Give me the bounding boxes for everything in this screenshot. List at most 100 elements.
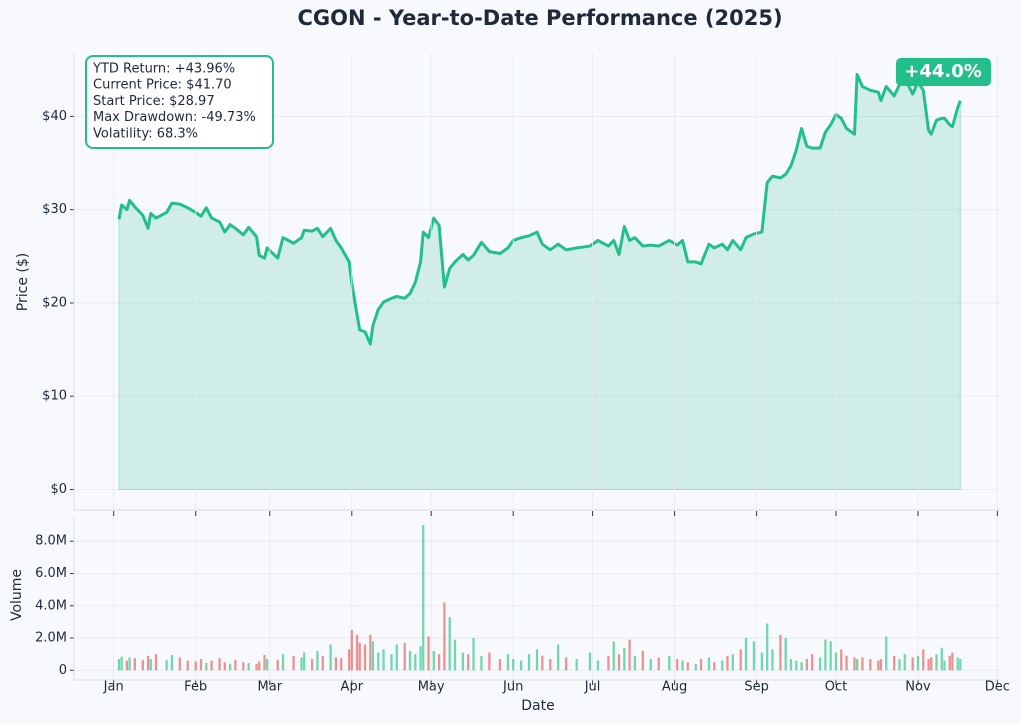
volume-bar: [210, 660, 213, 671]
y-axis-label: Volume: [9, 569, 25, 621]
volume-bar: [281, 654, 285, 671]
volume-bar: [408, 650, 412, 671]
volume-bar: [877, 660, 880, 671]
x-tick-label: Jul: [584, 680, 601, 695]
x-tick-label: Apr: [341, 680, 364, 695]
chart-title: CGON - Year-to-Date Performance (2025): [297, 6, 782, 30]
volume-bar: [731, 654, 734, 671]
volume-bar: [242, 662, 245, 671]
volume-bar: [633, 655, 637, 671]
price-panel: $0 $10 $20 $30 $40: [42, 53, 1000, 511]
volume-bar: [956, 657, 959, 671]
volume-bar: [789, 659, 793, 671]
volume-bar: [234, 659, 237, 671]
volume-bar: [369, 634, 372, 671]
volume-bar: [935, 654, 938, 671]
volume-bar: [766, 623, 769, 671]
volume-bar: [358, 642, 361, 671]
volume-bar: [422, 525, 425, 671]
volume-bar: [811, 654, 814, 671]
volume-bar: [893, 655, 896, 671]
volume-bar: [310, 659, 314, 671]
volume-bar: [940, 647, 943, 671]
volume-bar: [321, 655, 324, 671]
volume-bar: [861, 657, 864, 671]
volume-bar: [488, 652, 491, 671]
volume-bar: [395, 644, 398, 671]
volume-bar: [120, 656, 123, 671]
y-axis-label: Price ($): [15, 253, 31, 311]
volume-bar: [800, 662, 803, 671]
badge: +44.0%: [904, 61, 982, 82]
volume-bar: [549, 659, 552, 671]
volume-bar: [726, 655, 729, 671]
volume-bar: [681, 660, 684, 671]
volume-bar: [845, 655, 848, 671]
y-tick-label: $10: [42, 389, 67, 404]
volume-bar: [334, 657, 338, 671]
volume-bar: [205, 663, 208, 671]
volume-bar: [300, 657, 303, 671]
volume-bar: [707, 657, 711, 671]
volume-bar: [628, 639, 631, 671]
volume-bar: [668, 655, 671, 671]
volume-bar: [911, 657, 914, 671]
volume-bar: [194, 661, 197, 671]
volume-bar: [959, 659, 962, 671]
y-tick-label: $40: [42, 109, 67, 124]
volume-bar: [885, 636, 888, 671]
volume-bar: [218, 658, 221, 671]
volume-bar: [834, 652, 838, 671]
volume-bar: [316, 650, 319, 671]
volume-bar: [414, 654, 417, 671]
volume-bar: [694, 663, 697, 671]
stats-box: [85, 55, 274, 149]
volume-bar: [498, 659, 502, 671]
volume-bar: [869, 659, 872, 671]
line: [117, 72, 962, 346]
volume-bar: [607, 655, 610, 671]
y-tick-label: 2.0M: [35, 631, 67, 646]
volume-bar: [512, 659, 515, 671]
volume-bar: [247, 663, 250, 671]
volume-bar: [276, 659, 279, 671]
volume-bar: [432, 650, 435, 671]
volume-bar: [117, 659, 121, 671]
volume-bar: [676, 659, 679, 671]
y-tick-label: $20: [42, 295, 67, 310]
x-tick-label: Aug: [662, 680, 687, 695]
volume-bar: [824, 639, 827, 671]
volume-bar: [480, 655, 483, 671]
volume-bar: [329, 644, 332, 671]
x-tick-label: May: [418, 680, 445, 695]
volume-bar: [146, 655, 150, 671]
volume-bar: [303, 652, 306, 671]
volume-bar: [382, 649, 385, 671]
volume-bar: [699, 659, 703, 671]
x-tick-label: Mar: [258, 680, 283, 695]
volume-bar: [258, 661, 261, 671]
volume-bar: [649, 659, 652, 671]
y-tick-label: 8.0M: [35, 534, 67, 549]
volume-bar: [943, 660, 946, 671]
volume-bar: [520, 660, 523, 671]
volume-bar: [255, 663, 258, 671]
volume-bar: [461, 652, 465, 671]
stats-line: Volatility: 68.3%: [93, 126, 198, 141]
volume-bar: [165, 659, 168, 671]
y-tick-label: 4.0M: [35, 598, 67, 613]
volume-bar: [448, 617, 451, 671]
volume-bar: [125, 660, 129, 671]
volume-bar: [453, 639, 457, 671]
volume-bar: [355, 634, 359, 671]
volume-bar: [266, 659, 269, 671]
volume-bar: [771, 649, 774, 671]
volume-bar: [437, 654, 441, 671]
volume-bar: [840, 649, 843, 671]
volume-bar: [527, 654, 531, 671]
volume-bar: [760, 652, 764, 671]
volume-bar: [541, 655, 544, 671]
volume-bar: [744, 638, 748, 671]
volume-bar: [784, 638, 787, 671]
